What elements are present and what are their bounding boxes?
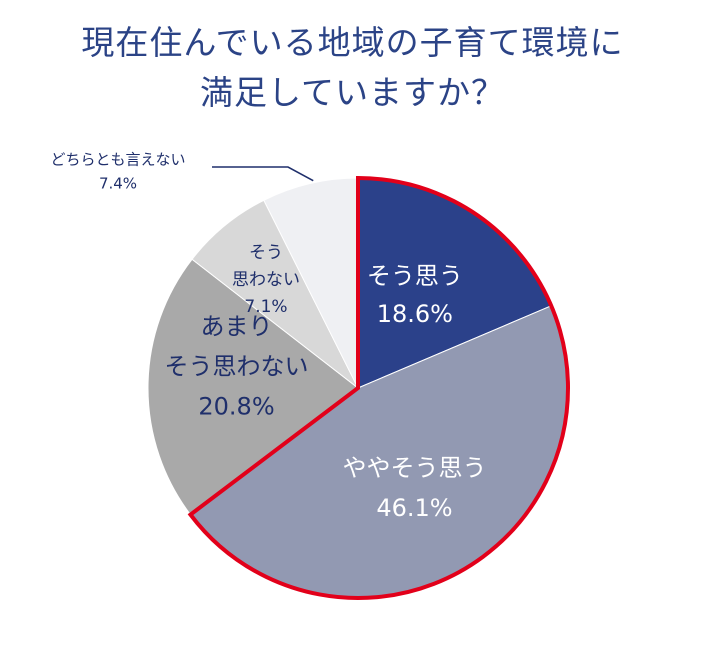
slice-value-label-5: 7.4% xyxy=(99,175,137,193)
chart-title: 現在住んでいる地域の子育て環境に 満足していますか？ xyxy=(0,18,705,118)
slice-value-label-1: 18.6% xyxy=(377,300,453,328)
slice-value-label-3: 20.8% xyxy=(198,392,274,420)
slice-name-label-1: そう思う xyxy=(367,262,463,290)
slice-name-label-3: あまり xyxy=(201,312,273,340)
highlight-outline xyxy=(187,175,570,600)
leader-line-dochira-tomo xyxy=(212,166,314,182)
slice-labels: そう思う18.6%ややそう思う46.1%あまりそう思わない20.8%そう思わない… xyxy=(50,151,486,523)
slice-amari-sou-omowanai xyxy=(147,258,359,516)
slice-name-label-2: ややそう思う xyxy=(342,454,486,482)
slice-name-label-4: そう xyxy=(249,243,283,263)
chart-title-line1: 現在住んでいる地域の子育て環境に xyxy=(81,23,624,62)
slice-value-label-4: 7.1% xyxy=(244,297,287,317)
slice-value-label-2: 46.1% xyxy=(376,494,452,522)
chart-title-line2: 満足していますか？ xyxy=(199,73,505,112)
slice-name-label-4: 思わない xyxy=(232,270,300,290)
pie-slices xyxy=(147,177,569,599)
slice-name-label-5: どちらとも言えない xyxy=(50,151,185,169)
slice-name-label-3: そう思わない xyxy=(165,352,309,380)
